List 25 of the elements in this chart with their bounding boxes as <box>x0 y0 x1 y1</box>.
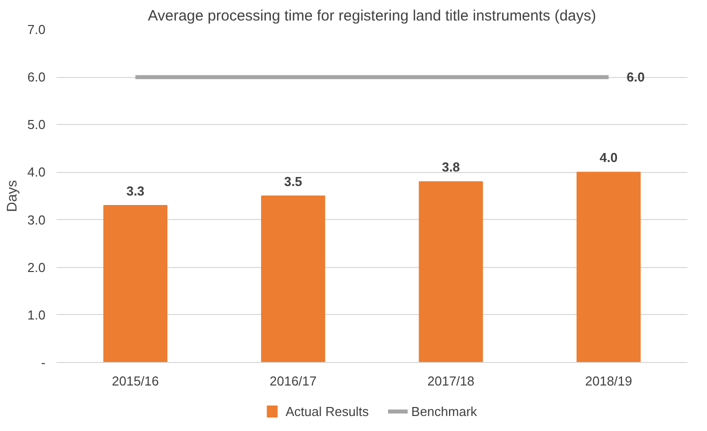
y-tick-label: 4.0 <box>27 164 46 180</box>
x-tick-label: 2016/17 <box>270 374 317 388</box>
legend-label: Benchmark <box>411 404 478 419</box>
y-tick-label: 3.0 <box>27 212 46 228</box>
y-tick-label: 2.0 <box>27 260 46 275</box>
y-tick-label: 1.0 <box>27 307 46 322</box>
y-axis-title: Days <box>3 180 20 212</box>
bar <box>261 196 326 362</box>
legend-label: Actual Results <box>286 404 370 419</box>
y-tick-label: - <box>41 355 46 370</box>
bar <box>576 172 641 362</box>
data-label: 6.0 <box>626 70 645 85</box>
data-label: 3.5 <box>284 174 302 189</box>
x-tick-label: 2018/19 <box>585 374 632 388</box>
y-tick-label: 7.0 <box>27 22 46 37</box>
x-tick-label: 2015/16 <box>112 374 159 388</box>
data-label: 4.0 <box>600 150 618 166</box>
y-tick-label: 6.0 <box>27 70 46 85</box>
chart-title: Average processing time for registering land title instruments (days) <box>148 8 596 24</box>
bar <box>103 205 168 362</box>
x-tick-label: 2017/18 <box>427 374 474 388</box>
data-label: 3.3 <box>126 184 144 199</box>
bar <box>418 181 483 362</box>
y-tick-label: 5.0 <box>27 117 46 132</box>
data-label: 3.8 <box>442 160 460 175</box>
